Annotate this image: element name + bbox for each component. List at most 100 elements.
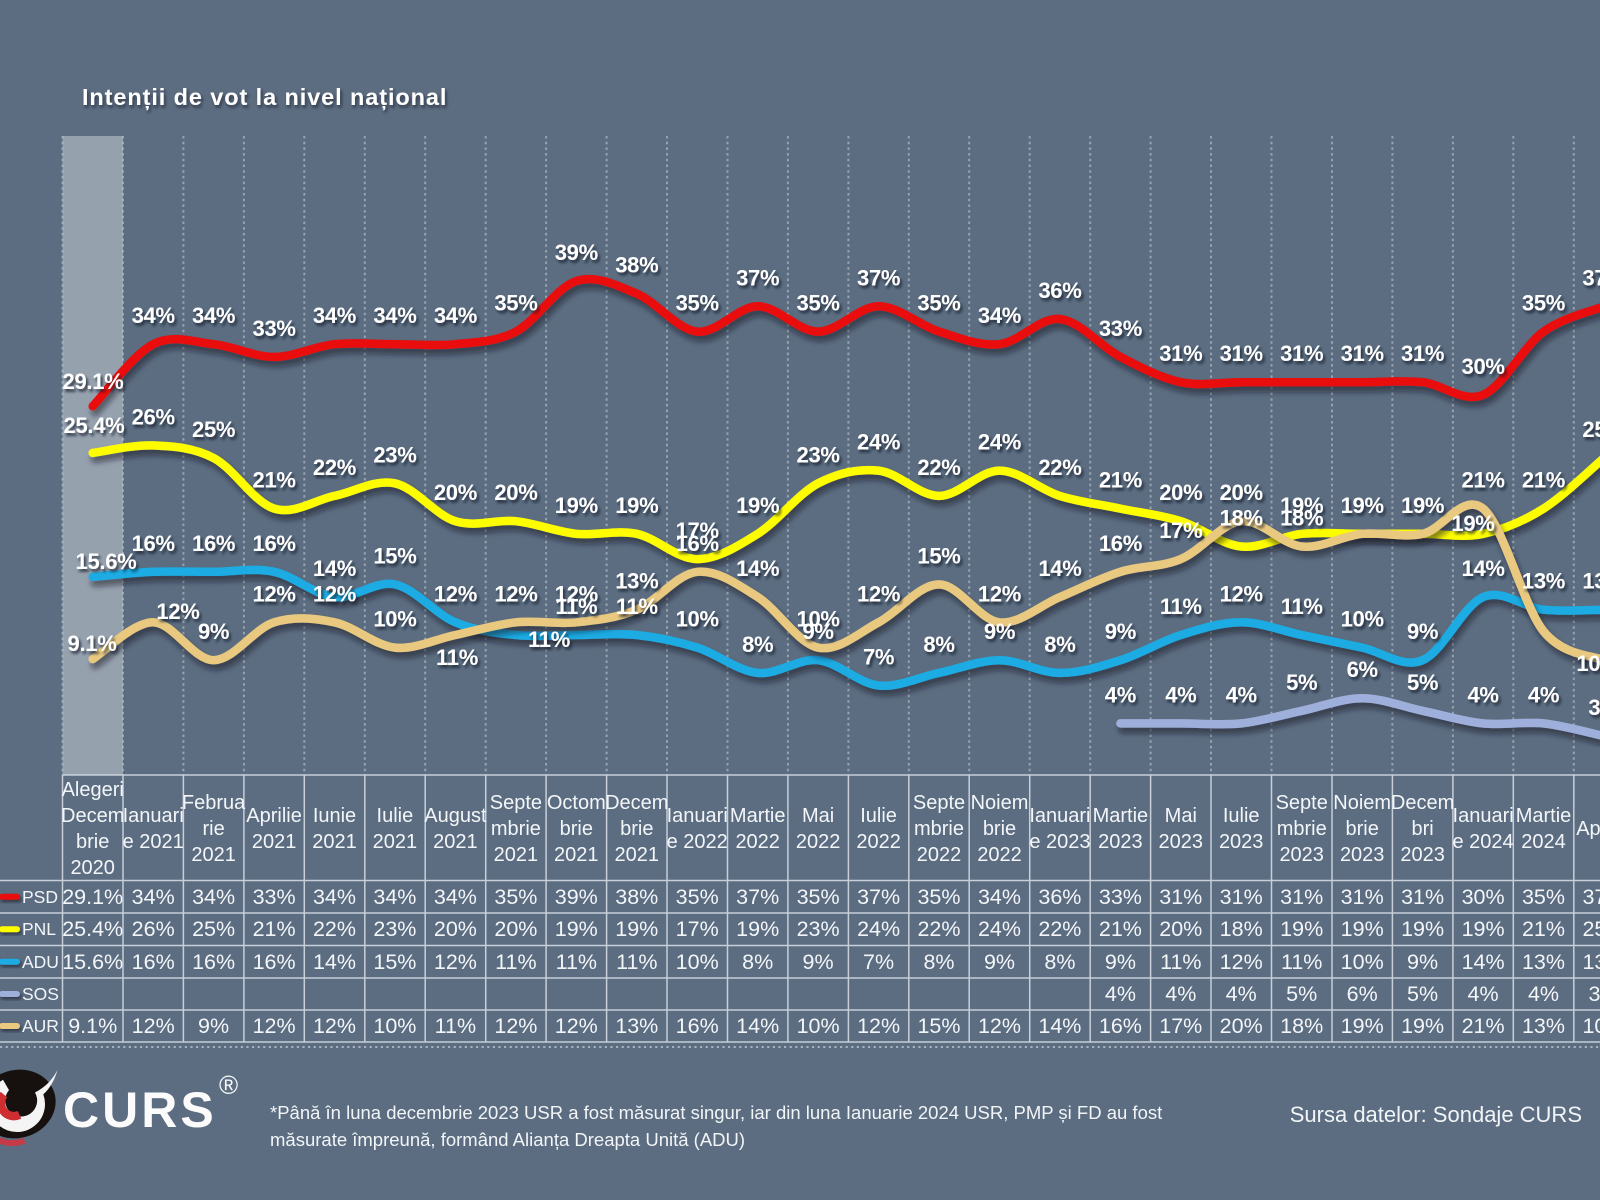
svg-text:38%: 38% <box>615 885 658 909</box>
svg-text:2021: 2021 <box>433 831 478 853</box>
svg-text:33%: 33% <box>253 316 296 341</box>
svg-text:11%: 11% <box>556 950 597 974</box>
svg-text:2023: 2023 <box>1159 831 1204 853</box>
svg-text:31%: 31% <box>1401 341 1444 366</box>
svg-text:brie: brie <box>560 818 593 840</box>
svg-text:26%: 26% <box>132 404 175 429</box>
svg-text:8%: 8% <box>742 950 773 974</box>
svg-text:PNL: PNL <box>22 919 56 939</box>
svg-text:14%: 14% <box>313 950 356 974</box>
svg-text:14%: 14% <box>1038 1014 1081 1038</box>
svg-text:4%: 4% <box>1226 982 1257 1006</box>
svg-text:*Până în luna decembrie 2023 U: *Până în luna decembrie 2023 USR a fost … <box>270 1102 1162 1123</box>
svg-text:34%: 34% <box>192 885 235 909</box>
svg-text:15%: 15% <box>917 543 960 568</box>
svg-text:20%: 20% <box>494 480 537 505</box>
svg-text:12%: 12% <box>253 1014 296 1038</box>
svg-text:19%: 19% <box>1401 1014 1444 1038</box>
svg-text:16%: 16% <box>253 950 296 974</box>
svg-text:16%: 16% <box>1099 531 1142 556</box>
svg-text:Sursa datelor: Sondaje CURS: Sursa datelor: Sondaje CURS <box>1290 1102 1582 1127</box>
svg-text:2021: 2021 <box>191 844 236 866</box>
svg-text:12%: 12% <box>1220 950 1263 974</box>
svg-text:31%: 31% <box>1159 885 1202 909</box>
svg-text:11%: 11% <box>555 594 597 619</box>
svg-text:37%: 37% <box>857 265 900 290</box>
svg-text:39%: 39% <box>555 240 598 265</box>
svg-text:11%: 11% <box>436 645 478 670</box>
svg-text:Ianuari: Ianuari <box>123 805 184 827</box>
svg-text:8%: 8% <box>923 632 954 657</box>
svg-text:12%: 12% <box>978 581 1021 606</box>
svg-text:34%: 34% <box>978 303 1021 328</box>
svg-text:39%: 39% <box>555 885 598 909</box>
svg-text:2023: 2023 <box>1400 844 1445 866</box>
svg-text:20%: 20% <box>434 917 477 941</box>
svg-text:18%: 18% <box>1220 917 1263 941</box>
svg-text:36%: 36% <box>1038 885 1081 909</box>
svg-text:9.1%: 9.1% <box>68 1014 117 1038</box>
svg-text:13%: 13% <box>1522 950 1565 974</box>
svg-text:19%: 19% <box>555 493 598 518</box>
svg-text:mbrie: mbrie <box>914 818 964 840</box>
svg-text:2023: 2023 <box>1098 831 1143 853</box>
svg-text:15%: 15% <box>917 1014 960 1038</box>
svg-text:10%: 10% <box>373 607 416 632</box>
svg-text:12%: 12% <box>555 1014 598 1038</box>
svg-text:25%: 25% <box>192 417 235 442</box>
svg-text:37%: 37% <box>1582 265 1600 290</box>
svg-text:4%: 4% <box>1528 982 1559 1006</box>
svg-text:35%: 35% <box>1522 885 1565 909</box>
svg-text:34%: 34% <box>434 303 477 328</box>
svg-text:8%: 8% <box>1044 950 1075 974</box>
svg-text:31%: 31% <box>1159 341 1202 366</box>
svg-text:19%: 19% <box>736 493 779 518</box>
svg-text:brie: brie <box>1346 818 1379 840</box>
svg-text:34%: 34% <box>313 885 356 909</box>
svg-text:10%: 10% <box>1341 950 1384 974</box>
svg-text:13%: 13% <box>1522 1014 1565 1038</box>
svg-text:9%: 9% <box>1105 619 1136 644</box>
svg-text:3%: 3% <box>1588 695 1600 720</box>
svg-text:2021: 2021 <box>615 844 660 866</box>
svg-text:35%: 35% <box>494 291 537 316</box>
svg-text:19%: 19% <box>1280 493 1323 518</box>
svg-text:20%: 20% <box>1220 1014 1263 1038</box>
svg-text:21%: 21% <box>253 468 296 493</box>
svg-text:2023: 2023 <box>1340 844 1385 866</box>
svg-text:10%: 10% <box>797 1014 840 1038</box>
svg-text:12%: 12% <box>494 581 537 606</box>
svg-text:12%: 12% <box>494 1014 537 1038</box>
svg-text:18%: 18% <box>1280 506 1323 531</box>
svg-text:2022: 2022 <box>735 831 780 853</box>
svg-text:Martie: Martie <box>1093 805 1149 827</box>
svg-text:35%: 35% <box>797 291 840 316</box>
svg-text:4%: 4% <box>1226 682 1257 707</box>
svg-text:19%: 19% <box>1341 493 1384 518</box>
svg-text:Februa: Februa <box>182 792 246 814</box>
svg-text:Mai: Mai <box>1165 805 1197 827</box>
svg-text:CURS: CURS <box>63 1082 217 1138</box>
svg-text:11%: 11% <box>528 627 570 652</box>
svg-text:31%: 31% <box>1220 341 1263 366</box>
svg-text:3%: 3% <box>1588 982 1600 1006</box>
svg-text:20%: 20% <box>1159 917 1202 941</box>
svg-text:20%: 20% <box>434 480 477 505</box>
svg-text:6%: 6% <box>1347 982 1378 1006</box>
svg-text:24%: 24% <box>978 430 1021 455</box>
svg-text:Octom: Octom <box>547 792 606 814</box>
svg-text:24%: 24% <box>978 917 1021 941</box>
svg-text:9%: 9% <box>802 619 833 644</box>
svg-text:21%: 21% <box>1462 468 1505 493</box>
svg-text:15.6%: 15.6% <box>76 549 137 574</box>
svg-text:11%: 11% <box>1281 950 1322 974</box>
svg-text:34%: 34% <box>978 885 1021 909</box>
svg-text:31%: 31% <box>1280 341 1323 366</box>
svg-text:13%: 13% <box>1522 569 1565 594</box>
svg-text:25%: 25% <box>1582 917 1600 941</box>
svg-text:19%: 19% <box>555 917 598 941</box>
svg-text:2024: 2024 <box>1521 831 1566 853</box>
svg-text:mbrie: mbrie <box>1277 818 1327 840</box>
svg-text:10%: 10% <box>1341 607 1384 632</box>
svg-text:8%: 8% <box>923 950 954 974</box>
